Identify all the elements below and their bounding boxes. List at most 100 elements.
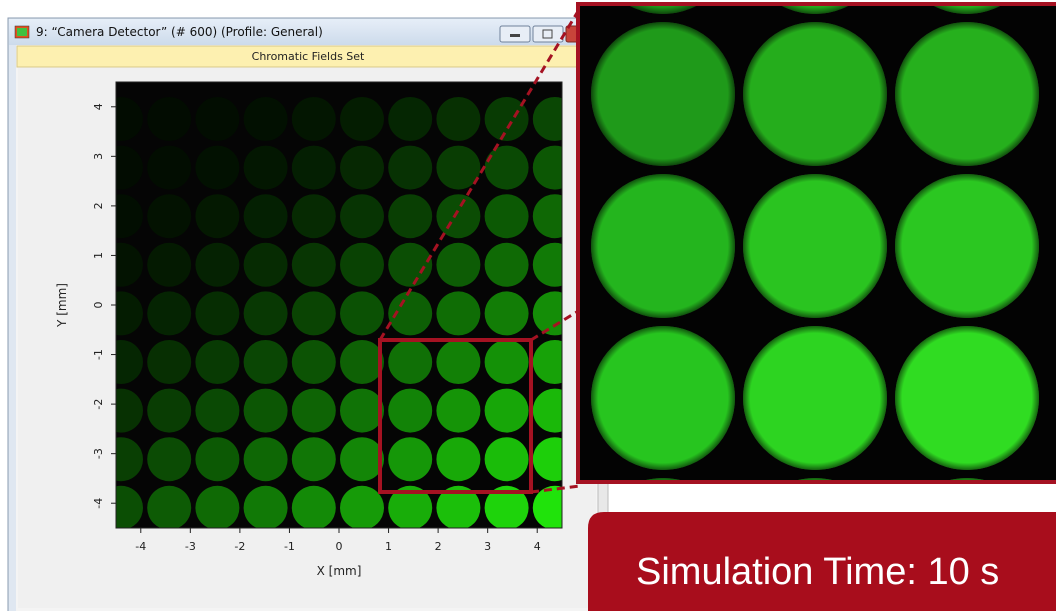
- detector-spot: [292, 97, 336, 141]
- detector-spot: [340, 243, 384, 287]
- zoom-spot-edge: [743, 22, 887, 166]
- x-tick-label: -2: [234, 540, 245, 553]
- detector-spot: [485, 194, 529, 238]
- detector-spot: [340, 437, 384, 481]
- detector-spot: [292, 243, 336, 287]
- x-tick-label: 3: [484, 540, 491, 553]
- detector-spot: [244, 389, 288, 433]
- maximize-button[interactable]: [533, 26, 563, 42]
- zoom-spot-edge: [743, 174, 887, 318]
- y-tick-label: -1: [92, 349, 105, 360]
- detector-spot: [195, 291, 239, 335]
- detector-spot: [244, 340, 288, 384]
- detector-spot: [340, 97, 384, 141]
- banner-text: Simulation Time: 10 s: [636, 551, 999, 593]
- y-tick-label: -2: [92, 399, 105, 410]
- detector-spot: [340, 291, 384, 335]
- zoom-spot-edge: [591, 22, 735, 166]
- detector-spot: [147, 340, 191, 384]
- zoom-spot-edge: [591, 326, 735, 470]
- detector-spot: [147, 437, 191, 481]
- page: { "window": {"title": "9: “Camera Detect…: [0, 0, 1056, 611]
- detector-spot: [147, 97, 191, 141]
- detector-spot: [147, 486, 191, 530]
- detector-spot: [244, 146, 288, 190]
- zoom-spot-edge: [743, 326, 887, 470]
- x-tick-label: 2: [435, 540, 442, 553]
- detector-spot: [244, 437, 288, 481]
- detector-spot: [388, 194, 432, 238]
- detector-spot: [388, 340, 432, 384]
- y-tick-label: 2: [92, 202, 105, 209]
- detector-spot: [195, 146, 239, 190]
- x-tick-label: -1: [284, 540, 295, 553]
- zoom-spot-edge: [895, 326, 1039, 470]
- detector-spot: [292, 389, 336, 433]
- detector-spot: [340, 146, 384, 190]
- panel-title: Chromatic Fields Set: [252, 50, 365, 63]
- y-tick-label: -4: [92, 498, 105, 509]
- detector-spot: [147, 291, 191, 335]
- zoom-spot-edge: [895, 22, 1039, 166]
- x-axis-label: X [mm]: [317, 564, 362, 578]
- detector-spot: [292, 291, 336, 335]
- detector-spot: [195, 389, 239, 433]
- detector-spot: [340, 389, 384, 433]
- x-tick-label: 0: [336, 540, 343, 553]
- window-icon-inner: [17, 28, 27, 36]
- detector-spot: [292, 340, 336, 384]
- detector-spot: [388, 97, 432, 141]
- detector-spot: [388, 389, 432, 433]
- detector-spot: [244, 243, 288, 287]
- screenshot: 9: “Camera Detector” (# 600) (Profile: G…: [0, 0, 1056, 611]
- zoom-spot-edge: [895, 174, 1039, 318]
- detector-spot: [147, 243, 191, 287]
- detector-spot: [195, 194, 239, 238]
- y-tick-label: 4: [92, 103, 105, 110]
- detector-spot: [244, 486, 288, 530]
- x-tick-label: 4: [534, 540, 541, 553]
- detector-spot: [436, 243, 480, 287]
- y-tick-label: 0: [92, 302, 105, 309]
- detector-spot: [195, 97, 239, 141]
- minimize-icon: [510, 34, 520, 37]
- detector-spot: [388, 437, 432, 481]
- detector-spot: [485, 146, 529, 190]
- detector-spot: [436, 340, 480, 384]
- detector-spot: [244, 97, 288, 141]
- detector-spot: [195, 340, 239, 384]
- detector-spot: [436, 389, 480, 433]
- x-tick-label: -4: [135, 540, 146, 553]
- zoom-spot-edge: [591, 174, 735, 318]
- detector-spot: [388, 243, 432, 287]
- detector-spot: [436, 437, 480, 481]
- detector-spot: [292, 486, 336, 530]
- detector-spot: [388, 146, 432, 190]
- detector-spot: [244, 194, 288, 238]
- y-tick-label: 1: [92, 252, 105, 259]
- y-axis-label: Y [mm]: [55, 283, 69, 328]
- detector-spot: [195, 243, 239, 287]
- detector-spot: [485, 291, 529, 335]
- detector-spot: [292, 194, 336, 238]
- detector-spot: [340, 194, 384, 238]
- detector-spot: [436, 291, 480, 335]
- detector-spot: [147, 389, 191, 433]
- x-tick-label: 1: [385, 540, 392, 553]
- detector-spot: [340, 486, 384, 530]
- x-tick-label: -3: [185, 540, 196, 553]
- detector-spot: [436, 97, 480, 141]
- plot: X [mm] Y [mm] -4 -3 -2 -1 0 1 2 3 4 -4 -3 -2 -1 0 1 2 3 4: [55, 82, 577, 578]
- detector-spot: [147, 194, 191, 238]
- window-title: 9: “Camera Detector” (# 600) (Profile: G…: [36, 25, 323, 39]
- detector-spot: [292, 146, 336, 190]
- detector-spot: [485, 340, 529, 384]
- y-tick-label: 3: [92, 153, 105, 160]
- detector-spot: [195, 437, 239, 481]
- detector-spot: [436, 194, 480, 238]
- detector-spot: [485, 437, 529, 481]
- detector-spot: [340, 340, 384, 384]
- detector-spot: [292, 437, 336, 481]
- y-tick-label: -3: [92, 448, 105, 459]
- detector-spot: [244, 291, 288, 335]
